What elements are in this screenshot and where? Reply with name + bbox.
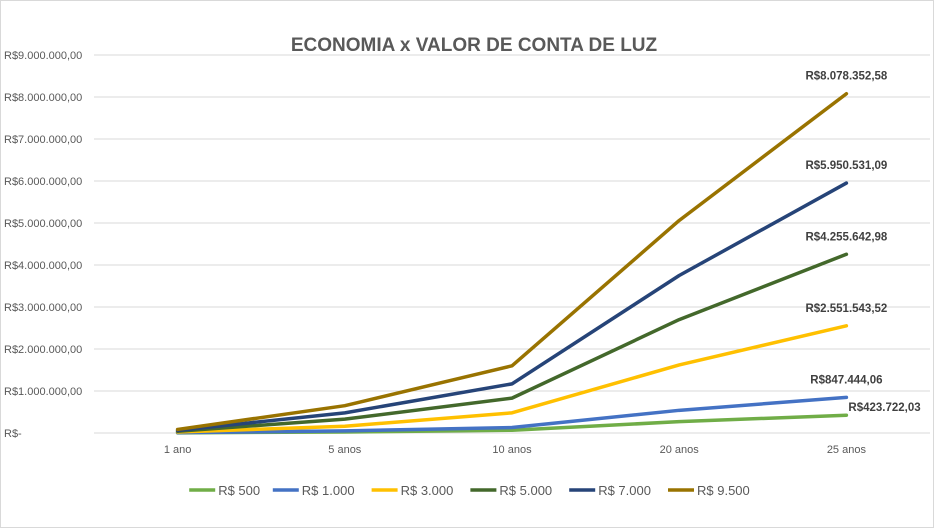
legend-label: R$ 3.000 [401, 483, 454, 498]
y-tick-label: R$9.000.000,00 [4, 50, 82, 62]
data-label: R$5.950.531,09 [805, 160, 887, 172]
series-line [175, 181, 849, 433]
y-tick-label: R$4.000.000,00 [4, 260, 82, 272]
series-lines [175, 91, 849, 435]
data-label: R$8.078.352,58 [805, 71, 887, 83]
legend-label: R$ 7.000 [598, 483, 651, 498]
series-line [175, 395, 849, 435]
y-tick-label: R$3.000.000,00 [4, 302, 82, 314]
x-axis: 1 ano 5 anos 10 anos 20 anos 25 anos [164, 444, 867, 456]
x-tick-label: 25 anos [827, 444, 867, 456]
legend-label: R$ 9.500 [697, 483, 750, 498]
data-label: R$847.444,06 [810, 374, 882, 386]
chart-title: ECONOMIA x VALOR DE CONTA DE LUZ [291, 35, 658, 56]
series-line [175, 252, 849, 433]
y-tick-label: R$6.000.000,00 [4, 176, 82, 188]
data-labels: R$423.722,03 R$847.444,06 R$2.551.543,52 R$… [805, 71, 920, 414]
gridlines [94, 54, 930, 434]
y-tick-label: R$2.000.000,00 [4, 344, 82, 356]
y-axis: R$- R$1.000.000,00 R$2.000.000,00 R$3.000.0… [4, 50, 82, 440]
y-tick-label: R$7.000.000,00 [4, 134, 82, 146]
legend-label: R$ 500 [218, 483, 260, 498]
data-label: R$4.255.642,98 [805, 231, 887, 243]
y-tick-label: R$- [4, 428, 22, 440]
series-line [175, 91, 849, 432]
x-tick-label: 20 anos [660, 444, 700, 456]
data-label: R$2.551.543,52 [805, 303, 887, 315]
y-tick-label: R$8.000.000,00 [4, 92, 82, 104]
y-tick-label: R$5.000.000,00 [4, 218, 82, 230]
x-tick-label: 5 anos [328, 444, 362, 456]
y-tick-label: R$1.000.000,00 [4, 386, 82, 398]
data-label: R$423.722,03 [848, 402, 920, 414]
legend: R$ 500 R$ 1.000 R$ 3.000 R$ 5.000 R$ 7.000 R$… [189, 483, 750, 498]
series-line [175, 324, 849, 434]
legend-label: R$ 5.000 [499, 483, 552, 498]
x-tick-label: 1 ano [164, 444, 192, 456]
legend-label: R$ 1.000 [302, 483, 355, 498]
x-tick-label: 10 anos [492, 444, 532, 456]
